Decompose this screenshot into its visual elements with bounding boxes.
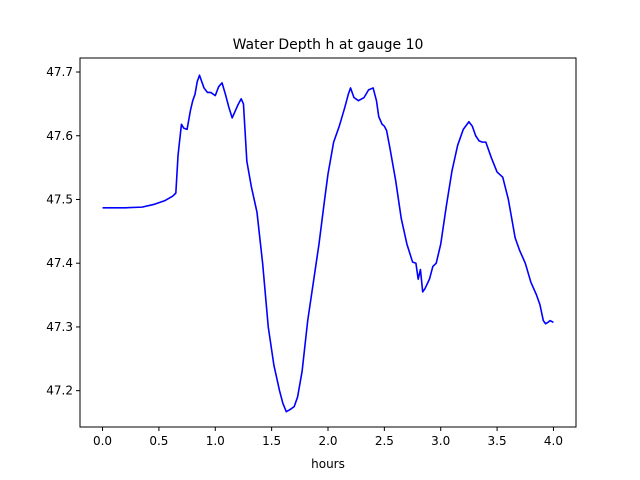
x-tick-label: 2.0 bbox=[318, 434, 337, 448]
x-tick-label: 0.0 bbox=[93, 434, 112, 448]
chart-title: Water Depth h at gauge 10 bbox=[233, 37, 424, 53]
x-tick-label: 0.5 bbox=[149, 434, 168, 448]
x-tick-label: 1.0 bbox=[206, 434, 225, 448]
series-line-0 bbox=[102, 74, 554, 413]
x-tick-label: 4.0 bbox=[544, 434, 563, 448]
x-axis-label: hours bbox=[311, 457, 345, 471]
x-tick-label: 3.5 bbox=[488, 434, 507, 448]
x-tick-label: 2.5 bbox=[375, 434, 394, 448]
x-tick-label: 1.5 bbox=[262, 434, 281, 448]
x-tick-label: 3.0 bbox=[431, 434, 450, 448]
y-axis: 47.2 47.3 47.4 47.5 47.6 47.7 bbox=[46, 65, 80, 398]
y-tick-label: 47.6 bbox=[46, 129, 73, 143]
y-tick-label: 47.2 bbox=[46, 384, 73, 398]
y-tick-label: 47.7 bbox=[46, 65, 73, 79]
y-tick-label: 47.3 bbox=[46, 320, 73, 334]
y-tick-label: 47.5 bbox=[46, 192, 73, 206]
y-tick-label: 47.4 bbox=[46, 256, 73, 270]
plot-line-layer bbox=[102, 74, 554, 413]
x-axis: 0.0 0.5 1.0 1.5 2.0 2.5 3.0 3.5 4.0 bbox=[93, 427, 563, 448]
